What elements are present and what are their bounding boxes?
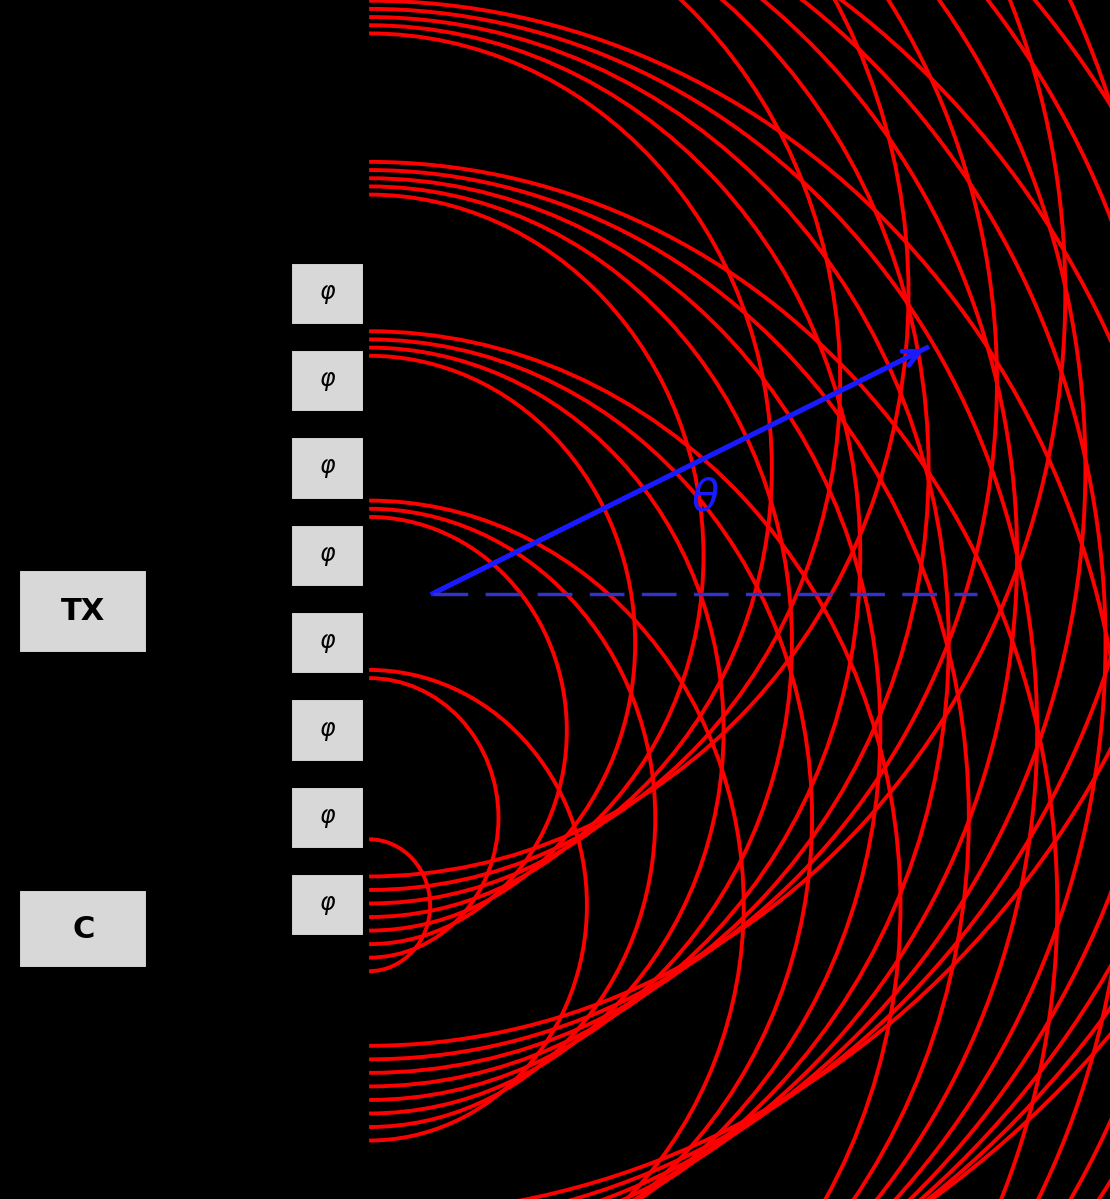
Bar [19,890,147,969]
Text: $\varphi$: $\varphi$ [319,893,336,917]
Text: $\varphi$: $\varphi$ [319,806,336,830]
Text: $\varphi$: $\varphi$ [319,631,336,655]
Text: $\varphi$: $\varphi$ [319,544,336,568]
Bar [291,874,363,936]
Bar [291,350,363,412]
Text: $\theta$: $\theta$ [690,476,719,519]
Text: $\varphi$: $\varphi$ [319,718,336,742]
Bar [291,438,363,500]
Text: C: C [72,915,94,944]
Text: $\varphi$: $\varphi$ [319,282,336,306]
Bar [291,699,363,761]
Text: $\varphi$: $\varphi$ [319,369,336,393]
Bar [291,611,363,674]
Bar [291,787,363,849]
Bar [291,263,363,325]
Text: TX: TX [61,597,105,626]
Text: $\varphi$: $\varphi$ [319,457,336,481]
Bar [291,525,363,588]
Bar [19,570,147,653]
